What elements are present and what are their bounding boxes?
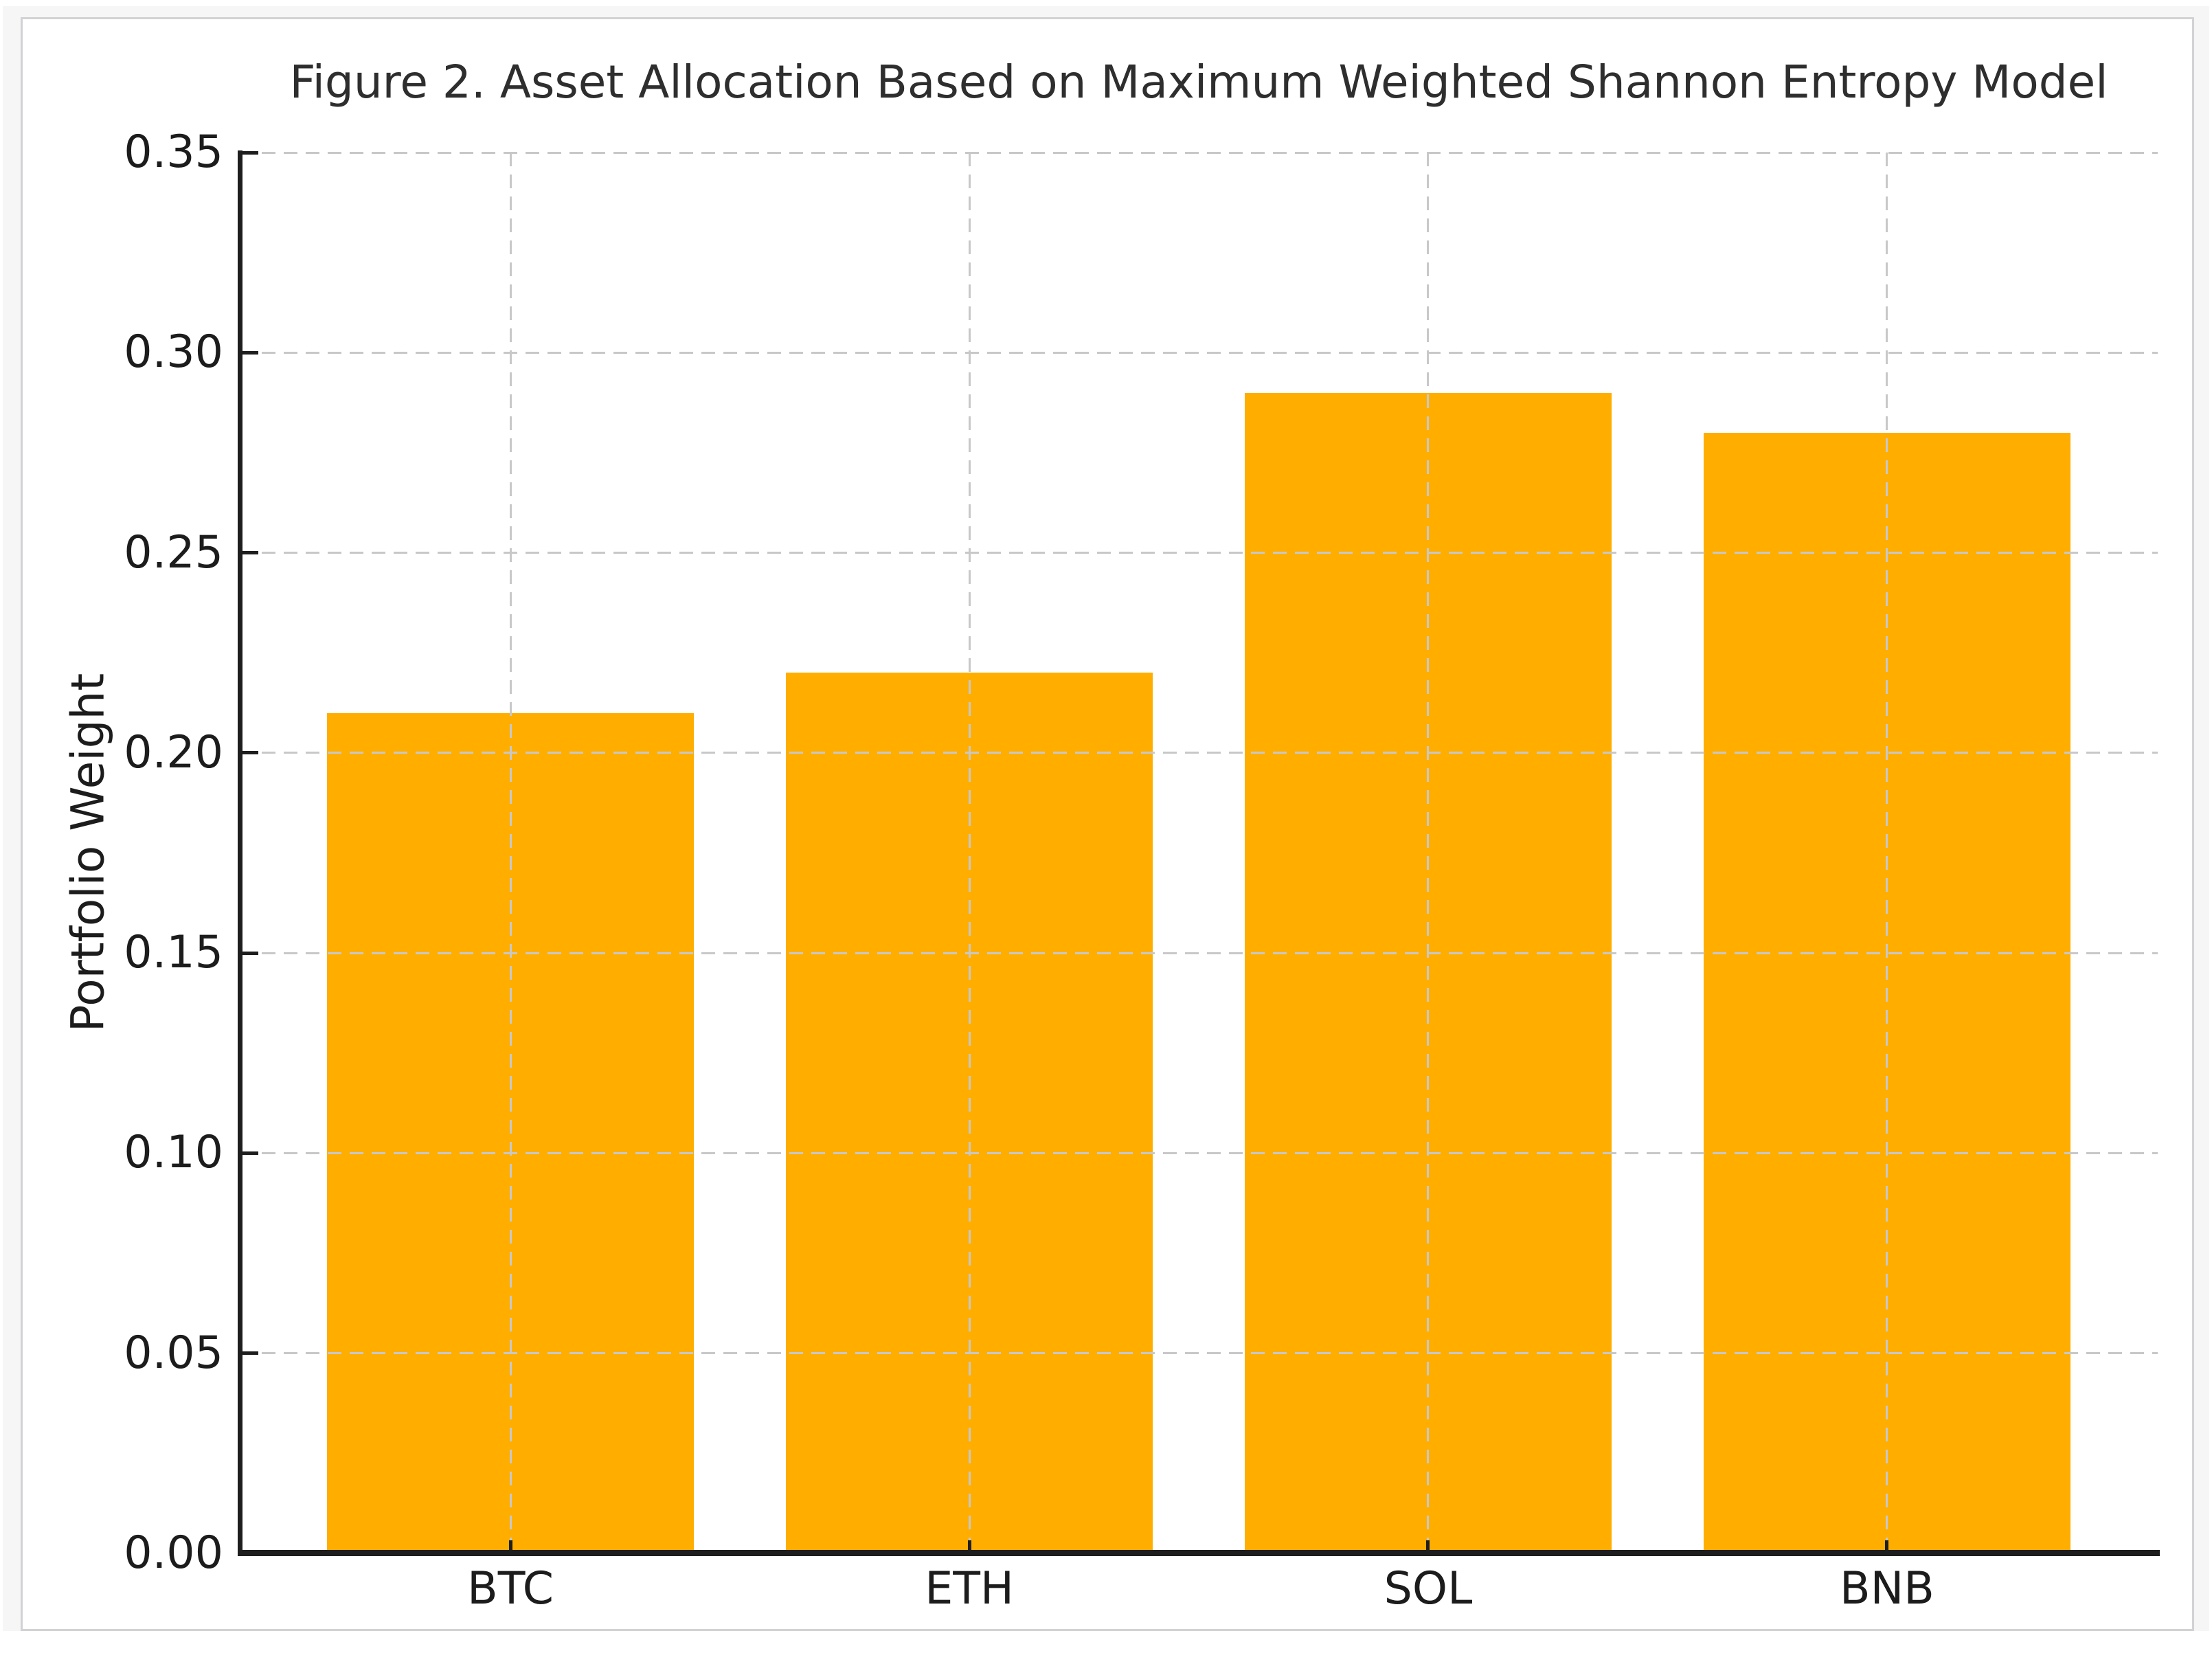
x-tick-mark-bnb — [1885, 1540, 1889, 1553]
y-tick-mark-0.35 — [240, 150, 258, 155]
y-axis-spine — [238, 150, 242, 1556]
y-tick-label-0.15: 0.15 — [124, 927, 223, 979]
y-tick-label-0.35: 0.35 — [124, 126, 223, 178]
y-tick-mark-0.25 — [240, 551, 258, 555]
x-tick-label-sol: SOL — [1384, 1563, 1473, 1615]
h-gridline-0.05 — [240, 1352, 2158, 1355]
h-gridline-0.25 — [240, 552, 2158, 554]
v-gridline-eth — [968, 153, 971, 1553]
x-tick-mark-btc — [508, 1540, 512, 1553]
y-tick-label-0.25: 0.25 — [124, 526, 223, 578]
y-tick-mark-0.15 — [240, 951, 258, 955]
v-gridline-sol — [1427, 153, 1430, 1553]
x-tick-label-bnb: BNB — [1840, 1563, 1934, 1615]
chart-figure: Figure 2. Asset Allocation Based on Maxi… — [21, 17, 2194, 1631]
x-tick-label-btc: BTC — [467, 1563, 554, 1615]
h-gridline-0.35 — [240, 151, 2158, 154]
h-gridline-0.20 — [240, 752, 2158, 754]
y-tick-mark-0.10 — [240, 1151, 258, 1155]
x-tick-mark-eth — [967, 1540, 971, 1553]
y-tick-label-0.00: 0.00 — [124, 1527, 223, 1579]
x-tick-label-eth: ETH — [925, 1563, 1014, 1615]
y-tick-label-0.20: 0.20 — [124, 726, 223, 778]
y-tick-label-0.05: 0.05 — [124, 1327, 223, 1379]
x-tick-mark-sol — [1426, 1540, 1430, 1553]
y-tick-mark-0.30 — [240, 350, 258, 355]
y-tick-label-0.30: 0.30 — [124, 326, 223, 379]
h-gridline-0.10 — [240, 1151, 2158, 1154]
chart-title: Figure 2. Asset Allocation Based on Maxi… — [289, 56, 2108, 109]
y-tick-mark-0.20 — [240, 751, 258, 755]
plot-area — [238, 150, 2160, 1556]
y-tick-label-0.10: 0.10 — [124, 1127, 223, 1179]
v-gridline-bnb — [1886, 153, 1888, 1553]
h-gridline-0.15 — [240, 952, 2158, 954]
y-tick-mark-0.05 — [240, 1351, 258, 1356]
x-axis-spine — [238, 1550, 2160, 1556]
h-gridline-0.30 — [240, 351, 2158, 354]
v-gridline-btc — [509, 153, 512, 1553]
